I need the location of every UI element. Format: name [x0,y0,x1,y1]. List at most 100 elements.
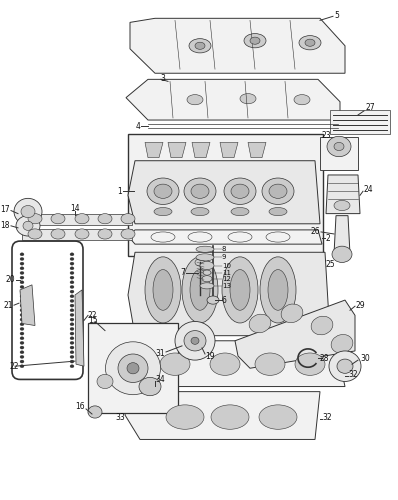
Text: 15: 15 [88,316,98,325]
Ellipse shape [20,276,24,279]
Text: 11: 11 [222,270,231,276]
Polygon shape [126,80,340,120]
Text: 13: 13 [222,283,231,289]
FancyBboxPatch shape [320,138,358,170]
Ellipse shape [20,286,24,288]
Ellipse shape [70,304,74,307]
Ellipse shape [20,300,24,302]
Ellipse shape [70,314,74,316]
Ellipse shape [70,276,74,279]
Text: 32: 32 [322,412,332,422]
Text: 5: 5 [334,11,339,20]
Ellipse shape [21,206,35,218]
Text: 34: 34 [155,375,165,384]
Ellipse shape [211,405,249,429]
Ellipse shape [200,262,214,270]
Text: 4: 4 [135,122,140,130]
Ellipse shape [88,406,102,418]
Ellipse shape [20,342,24,344]
Ellipse shape [196,246,214,252]
Ellipse shape [20,318,24,321]
Ellipse shape [20,360,24,363]
Ellipse shape [70,253,74,256]
Ellipse shape [20,322,24,326]
Ellipse shape [70,332,74,335]
Ellipse shape [311,316,333,335]
Ellipse shape [121,229,135,239]
Ellipse shape [189,38,211,53]
Text: 29: 29 [355,300,365,310]
Ellipse shape [105,342,160,394]
Ellipse shape [70,342,74,344]
Ellipse shape [70,272,74,274]
Ellipse shape [153,270,173,310]
Ellipse shape [20,328,24,330]
Text: 22: 22 [10,362,20,370]
Text: 33: 33 [115,412,125,422]
Ellipse shape [195,42,205,50]
Ellipse shape [127,362,139,374]
Ellipse shape [175,322,215,360]
Ellipse shape [70,318,74,321]
Ellipse shape [20,332,24,335]
Ellipse shape [118,354,148,382]
Ellipse shape [332,246,352,262]
Ellipse shape [75,214,89,224]
Ellipse shape [281,304,303,322]
Text: 6: 6 [222,296,227,304]
Ellipse shape [334,200,350,210]
Ellipse shape [191,337,199,344]
Ellipse shape [196,254,214,261]
Ellipse shape [20,258,24,260]
Ellipse shape [70,336,74,340]
Ellipse shape [20,308,24,312]
Text: 20: 20 [6,275,15,284]
Ellipse shape [20,356,24,358]
Ellipse shape [51,214,65,224]
Text: 2: 2 [325,234,330,242]
Ellipse shape [187,94,203,105]
Ellipse shape [70,322,74,326]
Text: 31: 31 [155,350,165,358]
Ellipse shape [249,314,271,333]
Ellipse shape [294,94,310,105]
Polygon shape [192,142,210,158]
Ellipse shape [299,36,321,50]
Ellipse shape [337,359,353,374]
Ellipse shape [269,208,287,216]
Ellipse shape [28,214,42,224]
Text: 8: 8 [222,246,226,252]
Ellipse shape [70,300,74,302]
Ellipse shape [20,314,24,316]
Ellipse shape [20,290,24,293]
Text: 1: 1 [117,186,122,196]
Ellipse shape [244,34,266,48]
Text: 22: 22 [88,311,98,320]
Ellipse shape [16,216,40,236]
Ellipse shape [139,378,161,396]
FancyBboxPatch shape [330,110,390,134]
Ellipse shape [305,39,315,46]
Ellipse shape [154,184,172,198]
Polygon shape [128,160,320,224]
Ellipse shape [203,270,211,275]
Ellipse shape [20,364,24,368]
Text: 25: 25 [325,260,335,269]
Text: 12: 12 [222,276,231,281]
Ellipse shape [20,272,24,274]
Ellipse shape [331,334,353,353]
Ellipse shape [295,353,325,376]
Ellipse shape [184,330,206,351]
Text: 16: 16 [75,402,85,411]
Ellipse shape [260,257,296,323]
Text: 32: 32 [348,370,358,379]
Ellipse shape [230,270,250,310]
Text: 27: 27 [365,104,375,112]
Ellipse shape [70,360,74,363]
Ellipse shape [28,229,42,239]
Ellipse shape [98,214,112,224]
Ellipse shape [195,259,205,266]
Ellipse shape [20,350,24,354]
Text: 18: 18 [0,222,10,230]
Polygon shape [22,214,132,225]
